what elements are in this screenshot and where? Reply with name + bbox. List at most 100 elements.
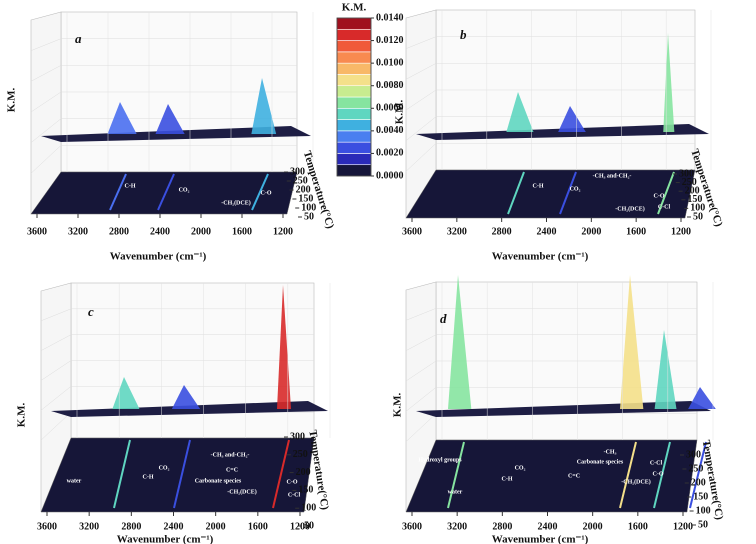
t-tick-label: 100 [690,203,705,214]
wall-grid [405,413,437,442]
t-tick-label: 100 [301,502,316,513]
t-tick-label: 100 [696,505,711,516]
y-axis-label: K.M. [6,88,18,113]
floor-trace [657,171,675,215]
wall-grid [405,89,437,111]
t-tick-label: 200 [685,185,700,196]
x-tick-label: 2400 [150,226,170,237]
color-band [336,51,372,64]
surface-peak [620,275,644,409]
annotation: -CH₃ and-CH₂- [211,452,250,458]
x-tick-label: 3600 [402,521,422,532]
annotation: C-Cl [650,460,663,466]
color-band [336,74,372,87]
t-tick-label: 300 [290,166,305,177]
annotation: C-Cl [658,204,671,210]
annotation: C-H [533,183,544,189]
t-tick-label: 300 [290,431,305,442]
color-band [336,107,372,120]
surface-peak [171,385,201,409]
x-tick-label: 2400 [164,521,184,532]
annotation: C-O [653,471,664,477]
annotation: -CH₂(DCE) [221,199,250,206]
colorbar-tick-label: 0.0040 [376,125,404,136]
color-band [336,62,372,75]
wall-grid [405,116,437,141]
surface-peak [448,275,472,409]
t-tick-label: 250 [293,175,308,186]
floor-trace [653,441,671,509]
color-band [336,119,372,132]
annotation: Carbonate species [195,478,242,484]
x-tick-label: 3200 [447,226,467,237]
wall-grid [405,334,437,351]
t-tick-label: 50 [304,520,314,531]
annotation: C-O [287,479,298,485]
colorbar-tick-label: 0.0000 [376,170,404,181]
x-tick-label: 2400 [537,226,557,237]
annotation: CO₂ [159,465,170,471]
surface-peak [654,330,677,409]
x-axis-label: Wavenumber (cm⁻¹) [492,534,589,544]
x-tick-label: 2800 [492,521,512,532]
x-tick-label: 3600 [37,521,57,532]
panel-letter: d [440,311,447,326]
annotation: C=C [568,473,580,479]
wall-grid [30,65,62,82]
wall-grid [30,91,62,113]
annotation: -CH₂(DCE) [621,478,650,485]
colorbar-tick-label: 0.0060 [376,103,404,114]
x-tick-label: 2000 [583,521,603,532]
t-tick-label: 250 [688,463,703,474]
color-band [336,130,372,143]
colorbar-tick-label: 0.0100 [376,57,404,68]
y-axis-label: K.M. [394,100,406,125]
t-tick-label: 250 [682,177,697,188]
x-tick-label: 2000 [581,226,601,237]
wall-grid [40,308,72,322]
floor-trace [173,439,191,509]
x-tick-label: 1600 [248,521,268,532]
floor-trace [251,173,269,211]
floor-trace [109,173,127,211]
wall-grid [40,386,72,411]
annotation: C-H [125,183,136,189]
wall-grid [40,334,72,351]
wall-grid [405,387,437,412]
annotation: C=C [226,467,238,473]
wall-grid [30,145,62,174]
colorbar-tick-label: 0.0140 [376,12,404,23]
t-tick-label: 50 [304,211,314,222]
annotation: Hydroxyl groups [418,457,462,463]
floor [405,169,696,219]
wall-grid [40,360,72,381]
annotation: -CH₂(DCE) [615,205,644,212]
x-tick-label: 1200 [273,226,293,237]
wall-grid [30,118,62,143]
annotation: C-Cl [288,492,301,498]
y-axis-label: K.M. [16,403,28,428]
annotation: C-H [143,474,154,480]
surface-peak [688,387,716,409]
x-tick-label: 2000 [206,521,226,532]
x-axis-label: Wavenumber (cm⁻¹) [110,251,207,263]
annotation: C-O [654,193,665,199]
t-tick-label: 200 [296,184,311,195]
floor-trace [447,441,465,509]
x-tick-label: 3200 [68,226,88,237]
color-band [336,96,372,109]
x-tick-label: 1200 [673,521,693,532]
t-tick-label: 250 [293,449,308,460]
t-tick-label: 150 [687,194,702,205]
y-axis-label: K.M. [392,393,404,418]
t-tick-label: 50 [698,519,708,530]
annotation: Carbonate species [577,459,624,465]
surface-peak [506,92,534,132]
color-band [336,85,372,98]
t-tick-label: 200 [691,477,706,488]
t-tick-label: 50 [693,211,703,222]
wall-grid [405,36,437,49]
annotation: -CH₃ and-CH₂- [593,173,632,179]
t-tick-label: 150 [298,485,313,496]
